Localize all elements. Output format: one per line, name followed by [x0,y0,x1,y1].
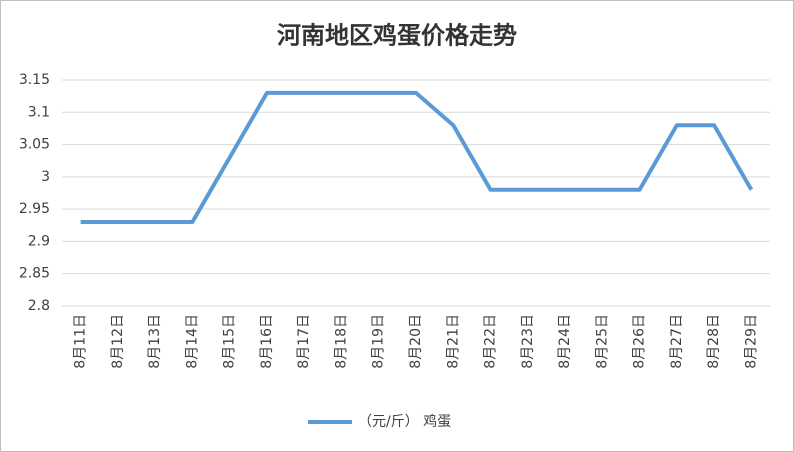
x-tick-label: 8月12日 [110,314,126,369]
x-tick-label: 8月18日 [333,314,349,369]
y-tick-label: 3.1 [28,104,50,120]
y-tick-label: 3.05 [19,137,50,153]
x-tick-label: 8月19日 [371,314,387,369]
x-tick-label: 8月24日 [557,314,573,369]
legend-label: （元/斤） 鸡蛋 [358,413,451,430]
x-tick-label: 8月11日 [73,314,89,369]
y-tick-label: 2.85 [19,266,50,282]
x-tick-label: 8月13日 [147,314,163,369]
x-tick-label: 8月14日 [184,314,200,369]
y-tick-label: 2.95 [19,201,50,217]
chart-title: 河南地区鸡蛋价格走势 [277,21,517,50]
x-tick-label: 8月25日 [594,314,610,369]
x-tick-label: 8月27日 [669,314,685,369]
x-tick-label: 8月17日 [296,314,312,369]
x-tick-label: 8月29日 [743,314,759,369]
x-tick-label: 8月22日 [483,314,499,369]
y-tick-label: 3 [41,169,50,185]
x-tick-label: 8月15日 [222,314,238,369]
y-tick-label: 3.15 [19,72,50,88]
x-tick-label: 8月16日 [259,314,275,369]
y-tick-label: 2.9 [28,233,50,249]
x-tick-label: 8月21日 [445,314,461,369]
x-tick-label: 8月26日 [632,314,648,369]
x-tick-label: 8月28日 [706,314,722,369]
series-line [80,90,754,225]
y-tick-label: 2.8 [28,298,50,314]
x-tick-label: 8月20日 [408,314,424,369]
x-tick-label: 8月23日 [520,314,536,369]
